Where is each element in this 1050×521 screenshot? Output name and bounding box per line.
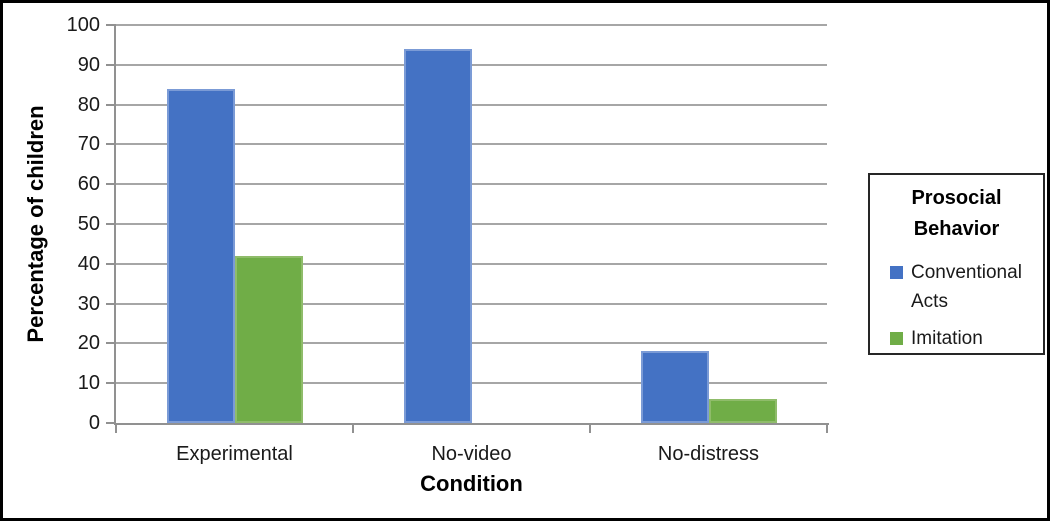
gridline-50 [116, 223, 827, 225]
legend-label-conventional-acts: Conventional Acts [911, 262, 1022, 312]
gridline-10 [116, 382, 827, 385]
y-tick-mark-10 [106, 382, 116, 385]
y-tick-label-0: 0 [88, 412, 100, 434]
legend-item-imitation: Imitation [890, 324, 1035, 353]
x-axis-line [114, 423, 829, 425]
y-tick-label-100: 100 [66, 14, 100, 36]
legend-swatch-conventional-acts-icon [890, 266, 903, 279]
legend-swatch-imitation-icon [890, 332, 903, 345]
y-tick-mark-20 [106, 342, 116, 345]
y-tick-mark-0 [106, 422, 116, 424]
gridline-90 [116, 63, 827, 66]
x-tick-mark-1 [352, 425, 354, 433]
x-tick-mark-2 [589, 425, 591, 433]
y-tick-mark-100 [106, 24, 116, 26]
gridline-20 [116, 342, 827, 345]
bar-conventional-acts-experimental [166, 88, 235, 423]
legend: Prosocial Behavior Conventional Acts Imit… [868, 173, 1045, 355]
y-tick-label-50: 50 [77, 213, 100, 235]
y-tick-label-30: 30 [77, 292, 100, 315]
y-tick-mark-60 [106, 183, 116, 186]
y-tick-mark-30 [106, 302, 116, 305]
x-category-label-no-distress: No-distress [657, 443, 760, 465]
y-tick-mark-80 [106, 103, 116, 106]
x-tick-mark-3 [826, 425, 828, 433]
bar-conventional-acts-no-video [403, 48, 472, 423]
y-tick-label-40: 40 [77, 252, 100, 275]
y-tick-label-90: 90 [77, 53, 100, 76]
y-tick-label-80: 80 [77, 93, 100, 116]
gridline-80 [116, 103, 827, 106]
y-tick-mark-70 [106, 143, 116, 146]
y-tick-mark-50 [106, 223, 116, 225]
y-tick-label-60: 60 [77, 173, 100, 196]
x-axis-title: Condition [420, 471, 523, 496]
bar-imitation-experimental [234, 255, 303, 423]
bar-conventional-acts-no-distress [640, 351, 709, 423]
x-category-label-no-video: No-video [431, 443, 512, 465]
y-tick-mark-40 [106, 262, 116, 265]
bar-imitation-no-distress [708, 399, 777, 423]
gridline-30 [116, 302, 827, 305]
gridline-40 [116, 262, 827, 265]
legend-title: Prosocial Behavior [911, 187, 1002, 240]
legend-label-imitation: Imitation [911, 328, 983, 349]
gridline-60 [116, 183, 827, 186]
x-category-label-experimental: Experimental [176, 443, 293, 465]
y-tick-label-70: 70 [77, 133, 100, 156]
plot-area [116, 24, 827, 423]
y-tick-mark-90 [106, 63, 116, 66]
y-axis-line [114, 25, 116, 425]
legend-item-conventional-acts: Conventional Acts [890, 258, 1035, 316]
x-tick-mark-0 [115, 425, 117, 433]
y-tick-label-20: 20 [77, 332, 100, 355]
y-tick-label-10: 10 [77, 372, 100, 395]
gridline-100 [116, 24, 827, 26]
legend-items: Conventional Acts Imitation [870, 258, 1043, 353]
gridline-70 [116, 143, 827, 146]
